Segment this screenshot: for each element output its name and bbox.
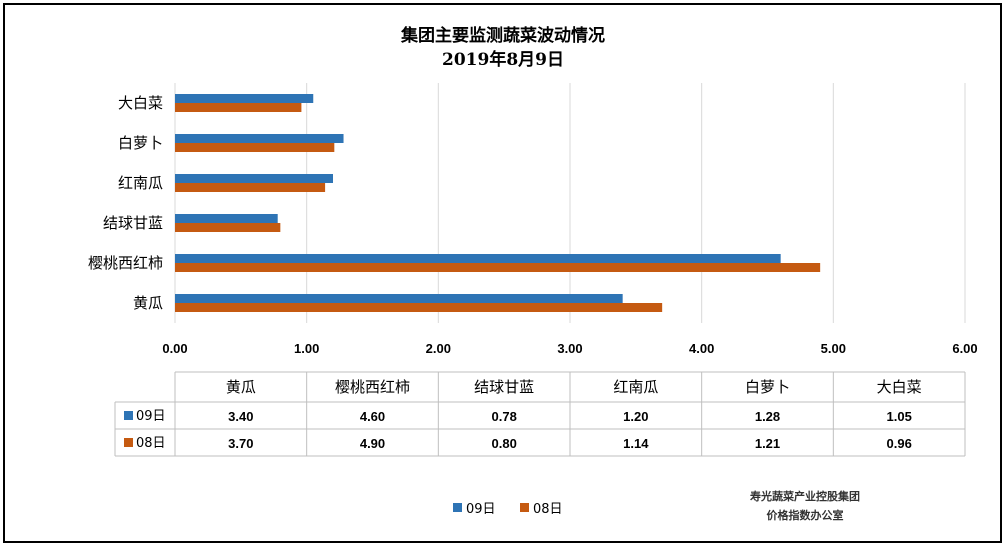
table-header-cell: 白萝卜 [745, 378, 790, 396]
bar [175, 223, 281, 232]
category-label: 黄瓜 [133, 294, 163, 312]
table-cell: 4.60 [360, 409, 385, 424]
table-header-cell: 大白菜 [877, 378, 922, 396]
credit-line-1: 寿光蔬菜产业控股集团 [750, 489, 860, 503]
category-labels: 黄瓜 樱桃西红柿 结球甘蓝 红南瓜 白萝卜 大白菜 [88, 94, 163, 312]
table-header-cell: 樱桃西红柿 [335, 378, 410, 396]
data-table: 黄瓜 樱桃西红柿 结球甘蓝 红南瓜 白萝卜 大白菜 09日 3.40 4.60 0.78 1.20 1… [114, 371, 966, 457]
legend-swatch [520, 503, 529, 512]
chart-title: 集团主要监测蔬菜波动情况 [400, 25, 605, 46]
chart-frame: 集团主要监测蔬菜波动情况 2019年8月9日 黄瓜 樱桃西红柿 结球甘蓝 红南瓜 白萝卜… [3, 3, 1002, 543]
x-tick-label: 4.00 [689, 341, 714, 356]
table-cell: 1.20 [623, 409, 648, 424]
bar [175, 94, 314, 103]
table-header-cell: 结球甘蓝 [474, 378, 534, 396]
legend-label: 09日 [466, 502, 496, 517]
legend-label: 08日 [533, 502, 563, 517]
table-cell: 0.96 [887, 436, 912, 451]
table-cell: 4.90 [360, 436, 385, 451]
table-cell: 1.05 [887, 409, 912, 424]
table-legend-key [124, 411, 133, 420]
bar [175, 263, 821, 272]
table-cell: 0.78 [492, 409, 517, 424]
category-label: 樱桃西红柿 [88, 254, 163, 272]
table-cell: 0.80 [492, 436, 517, 451]
bar-chart: 集团主要监测蔬菜波动情况 2019年8月9日 黄瓜樱桃西红柿结球甘蓝红南瓜白萝卜… [88, 25, 978, 522]
table-cell: 1.21 [755, 436, 780, 451]
table-legend-key [124, 438, 133, 447]
table-cell: 3.40 [228, 409, 253, 424]
gridlines [174, 83, 966, 323]
table-header-cell: 黄瓜 [226, 378, 256, 396]
bar [175, 294, 623, 303]
table-row-label: 08日 [136, 436, 166, 451]
bar [175, 174, 333, 183]
table-cell: 1.28 [755, 409, 780, 424]
bars [175, 94, 821, 312]
bar [175, 254, 781, 263]
category-label: 红南瓜 [118, 174, 163, 192]
bar [175, 183, 326, 192]
chart-subtitle: 2019年8月9日 [442, 49, 564, 70]
category-label: 白萝卜 [118, 134, 163, 152]
bar [175, 134, 344, 143]
bar [175, 214, 278, 223]
credit-line-2: 价格指数办公室 [767, 508, 844, 522]
x-tick-label: 1.00 [294, 341, 319, 356]
table-cell: 3.70 [228, 436, 253, 451]
x-tick-label: 5.00 [821, 341, 846, 356]
x-tick-label: 0.00 [162, 341, 187, 356]
table-cell: 1.14 [623, 436, 649, 451]
category-label: 大白菜 [118, 94, 163, 112]
table-row-label: 09日 [136, 409, 166, 424]
bar [175, 103, 302, 112]
x-tick-labels: 0.00 1.00 2.00 3.00 4.00 5.00 6.00 [162, 341, 977, 356]
legend-swatch [453, 503, 462, 512]
bar [175, 143, 335, 152]
table-header-cell: 红南瓜 [613, 378, 658, 396]
x-tick-label: 6.00 [952, 341, 977, 356]
x-tick-label: 2.00 [426, 341, 451, 356]
legend: 09日 08日 [453, 502, 563, 517]
x-tick-label: 3.00 [557, 341, 582, 356]
category-label: 结球甘蓝 [103, 214, 163, 232]
bar [175, 303, 663, 312]
